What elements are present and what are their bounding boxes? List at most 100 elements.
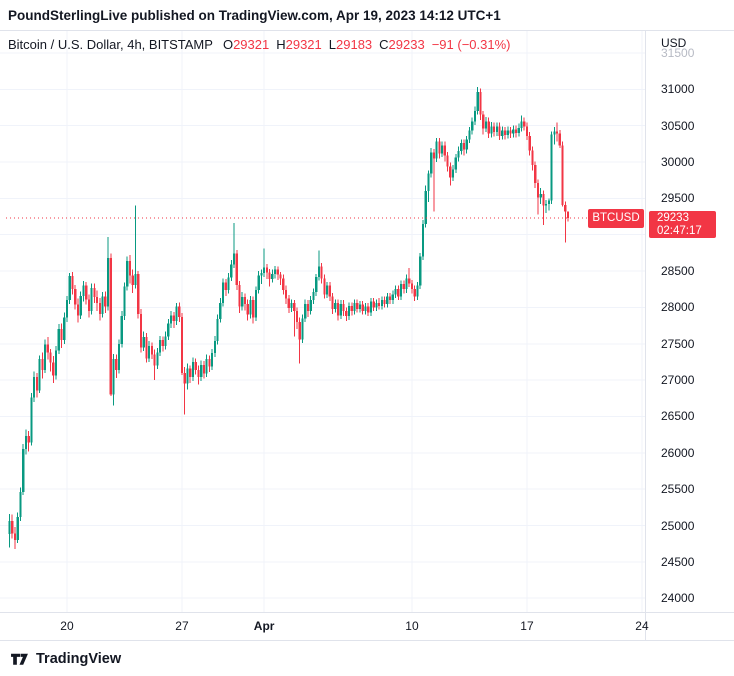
candle-body <box>315 276 318 293</box>
candle-body <box>93 287 96 298</box>
candle-body <box>304 303 307 319</box>
candle-body <box>205 359 208 374</box>
candle-body <box>364 306 367 312</box>
candle-body <box>158 340 162 353</box>
candle-body <box>161 340 164 346</box>
candle-body <box>263 267 266 274</box>
candle-body <box>545 204 548 206</box>
candle-body <box>74 289 77 305</box>
time-tick: 10 <box>405 619 419 633</box>
candle-body <box>427 173 430 192</box>
candle-body <box>227 277 230 290</box>
time-tick: 20 <box>60 619 74 633</box>
candle-body <box>369 301 373 313</box>
candle-body <box>339 303 342 316</box>
candle-body <box>566 211 570 218</box>
candle-body <box>484 121 488 129</box>
candle-body <box>13 533 17 541</box>
candle-body <box>96 297 99 304</box>
candle-body <box>290 303 293 309</box>
candle-body <box>556 131 559 134</box>
candle-body <box>82 285 85 296</box>
candle-body <box>558 133 561 146</box>
candle-body <box>375 303 378 308</box>
candle-body <box>525 126 529 136</box>
price-tick: 26000 <box>661 445 695 460</box>
candle-body <box>331 296 334 309</box>
candle-body <box>454 157 457 170</box>
candle-body <box>219 303 222 320</box>
candle-body <box>221 282 225 304</box>
candle-body <box>347 305 351 317</box>
candle-body <box>271 273 274 280</box>
candle-body <box>539 193 542 198</box>
candle-body <box>391 294 394 301</box>
candle-body <box>87 299 91 312</box>
candle-body <box>531 150 534 165</box>
candle-body <box>52 362 55 376</box>
candle-body <box>394 289 397 295</box>
candle-body <box>123 286 126 317</box>
chart-pane[interactable] <box>0 30 645 612</box>
candle-body <box>22 449 25 493</box>
candle-body <box>191 361 195 378</box>
candle-body <box>8 521 11 535</box>
price-tick: 27000 <box>661 373 695 388</box>
candle-body <box>254 289 258 318</box>
candle-body <box>131 275 134 285</box>
frame-bottom-border <box>0 612 734 613</box>
candle-body <box>410 283 414 290</box>
time-tick: 27 <box>175 619 189 633</box>
candle-body <box>85 285 88 300</box>
candle-body <box>353 303 356 312</box>
candle-body <box>30 397 33 443</box>
time-axis[interactable]: 20 27 Apr 10 17 24 <box>0 612 648 640</box>
candle-body <box>265 267 268 273</box>
candle-body <box>306 303 310 312</box>
candle-body <box>235 253 238 285</box>
candle-body <box>503 130 507 136</box>
price-tick: 31000 <box>661 82 695 97</box>
candle-body <box>139 313 143 348</box>
candle-body <box>413 289 416 297</box>
candle-body <box>517 127 520 133</box>
candle-body <box>260 273 263 276</box>
candle-body <box>523 121 526 127</box>
candle-body <box>550 134 553 201</box>
candle-body <box>528 135 531 151</box>
time-tick: 17 <box>520 619 534 633</box>
last-price-badge: 29233 02:47:17 <box>649 211 716 238</box>
time-tick: Apr <box>253 619 275 633</box>
candle-body <box>435 141 438 159</box>
currency-label: USD <box>661 36 687 50</box>
price-tick: 25500 <box>661 482 695 497</box>
candle-body <box>397 289 400 297</box>
candle-body <box>441 145 444 154</box>
candle-body <box>180 316 184 373</box>
tradingview-logo-icon[interactable] <box>10 650 29 669</box>
ohlc-values: O29321 H29321 L29183 C29233 <box>216 37 425 52</box>
tradingview-brand-text[interactable]: TradingView <box>36 651 122 667</box>
candle-body <box>164 336 167 346</box>
price-tick: 24500 <box>661 554 695 569</box>
candle-body <box>561 145 564 205</box>
candle-body <box>24 436 28 450</box>
candle-body <box>509 130 512 134</box>
time-axis-bottom-border <box>0 640 734 641</box>
candle-body <box>465 139 468 150</box>
price-axis[interactable]: USD 31500 31000 30500 30000 29500 28500 28000 2… <box>645 30 734 640</box>
candle-body <box>372 301 375 308</box>
candle-body <box>183 372 186 384</box>
candle-body <box>490 126 493 134</box>
candle-body <box>128 260 132 276</box>
candle-body <box>273 269 277 274</box>
candle-body <box>419 256 422 286</box>
candle-body <box>98 303 101 314</box>
ohlc-value: 29183 <box>336 37 373 52</box>
chart-legend: Bitcoin / U.S. Dollar, 4h, BITSTAMP O2932… <box>8 37 510 52</box>
candle-body <box>216 319 219 341</box>
candle-body <box>276 269 279 275</box>
candle-body <box>361 304 364 312</box>
candle-body <box>547 200 550 205</box>
candle-body <box>421 223 425 257</box>
